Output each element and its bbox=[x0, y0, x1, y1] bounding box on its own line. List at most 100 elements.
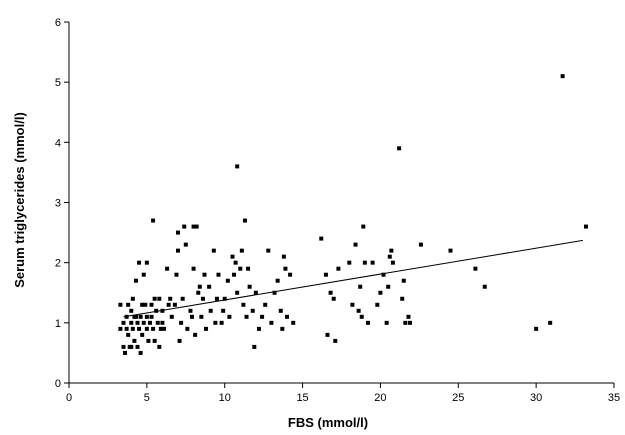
data-point bbox=[147, 320, 152, 325]
data-point bbox=[124, 314, 129, 319]
data-point bbox=[256, 326, 261, 331]
data-point bbox=[403, 320, 408, 325]
data-point bbox=[253, 290, 258, 295]
data-point bbox=[328, 290, 333, 295]
data-point bbox=[179, 320, 184, 325]
data-point bbox=[325, 332, 330, 337]
y-axis-title-group: Serum triglycerides (mmol/l) bbox=[12, 112, 27, 288]
data-point bbox=[130, 296, 135, 301]
data-point bbox=[230, 254, 235, 259]
data-point bbox=[126, 302, 131, 307]
y-tick-label: 5 bbox=[55, 77, 61, 89]
data-point bbox=[141, 320, 146, 325]
y-axis-title: Serum triglycerides (mmol/l) bbox=[12, 112, 27, 288]
data-point bbox=[183, 242, 188, 247]
data-point bbox=[583, 224, 588, 229]
data-point bbox=[191, 266, 196, 271]
data-point bbox=[158, 326, 163, 331]
data-point bbox=[204, 326, 209, 331]
data-point bbox=[353, 242, 358, 247]
x-tick-label: 0 bbox=[66, 392, 72, 404]
data-point bbox=[194, 224, 199, 229]
data-point bbox=[144, 260, 149, 265]
data-point bbox=[196, 290, 201, 295]
data-point bbox=[246, 266, 251, 271]
data-point bbox=[319, 236, 324, 241]
data-point bbox=[197, 284, 202, 289]
data-point bbox=[135, 344, 140, 349]
data-point bbox=[375, 302, 380, 307]
data-point bbox=[135, 320, 140, 325]
x-tick-label: 35 bbox=[608, 392, 620, 404]
data-point bbox=[370, 260, 375, 265]
data-point bbox=[133, 314, 138, 319]
data-point bbox=[323, 272, 328, 277]
x-tick-label: 25 bbox=[452, 392, 464, 404]
data-point bbox=[278, 308, 283, 313]
data-point bbox=[216, 272, 221, 277]
data-point bbox=[213, 320, 218, 325]
data-point bbox=[137, 326, 142, 331]
data-point bbox=[118, 302, 123, 307]
data-point bbox=[222, 296, 227, 301]
data-point bbox=[207, 284, 212, 289]
data-point bbox=[146, 338, 151, 343]
data-point bbox=[191, 224, 196, 229]
data-point bbox=[200, 296, 205, 301]
data-point bbox=[250, 308, 255, 313]
data-point bbox=[266, 248, 271, 253]
data-point bbox=[333, 338, 338, 343]
data-point bbox=[188, 308, 193, 313]
data-point bbox=[174, 272, 179, 277]
data-point bbox=[401, 278, 406, 283]
data-point bbox=[235, 290, 240, 295]
data-point bbox=[381, 272, 386, 277]
data-point bbox=[397, 146, 402, 151]
data-point bbox=[176, 230, 180, 235]
x-tick-label: 20 bbox=[374, 392, 386, 404]
data-point bbox=[214, 296, 219, 301]
data-point bbox=[140, 302, 145, 307]
y-tick-label: 0 bbox=[55, 378, 61, 390]
data-point bbox=[238, 266, 243, 271]
data-point bbox=[384, 320, 389, 325]
data-point bbox=[154, 308, 159, 313]
x-axis-title: FBS (mmol/l) bbox=[288, 415, 368, 430]
data-point bbox=[138, 350, 143, 355]
data-point bbox=[362, 260, 367, 265]
data-point bbox=[242, 218, 247, 223]
data-point bbox=[199, 314, 204, 319]
data-point bbox=[185, 326, 190, 331]
data-point bbox=[152, 296, 157, 301]
data-point bbox=[166, 302, 171, 307]
y-tick-label: 6 bbox=[55, 17, 61, 29]
data-point bbox=[482, 284, 487, 289]
data-point bbox=[473, 266, 478, 271]
data-point bbox=[130, 326, 135, 331]
data-point bbox=[235, 164, 240, 169]
data-point bbox=[534, 326, 539, 331]
data-point bbox=[361, 224, 366, 229]
data-point bbox=[358, 284, 363, 289]
data-point bbox=[233, 260, 238, 265]
data-point bbox=[121, 320, 126, 325]
data-point bbox=[137, 260, 142, 265]
data-point bbox=[208, 308, 213, 313]
data-point bbox=[232, 272, 237, 277]
data-point bbox=[155, 320, 160, 325]
data-point bbox=[129, 320, 134, 325]
data-points bbox=[118, 74, 588, 355]
data-point bbox=[149, 302, 154, 307]
axes: 0 5 10 15 20 25 30 35 0 1 2 3 4 5 6 bbox=[55, 17, 620, 404]
data-point bbox=[281, 254, 286, 259]
data-point bbox=[239, 248, 244, 253]
data-point bbox=[157, 296, 162, 301]
data-point bbox=[225, 278, 230, 283]
data-point bbox=[177, 338, 182, 343]
data-point bbox=[387, 254, 392, 259]
data-point bbox=[132, 338, 137, 343]
y-tick-label: 1 bbox=[55, 318, 61, 330]
data-point bbox=[140, 332, 145, 337]
trendline-group bbox=[123, 239, 583, 318]
